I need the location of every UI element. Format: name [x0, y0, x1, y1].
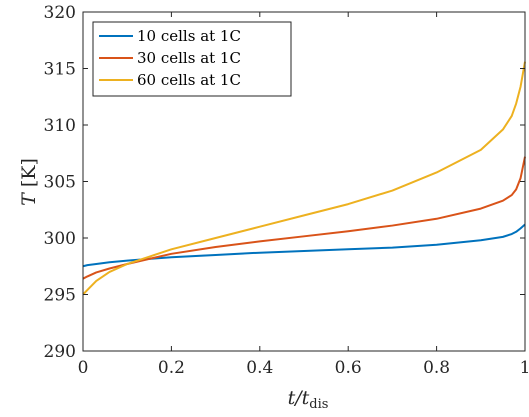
legend: 10 cells at 1C 30 cells at 1C 60 cells at … — [92, 21, 292, 97]
y-tick-label: 315 — [44, 60, 76, 80]
legend-label-0: 10 cells at 1C — [137, 27, 241, 45]
x-tick-label: 0.2 — [158, 358, 185, 378]
y-tick-label: 310 — [44, 116, 76, 136]
x-tick-label: 0 — [78, 358, 89, 378]
x-tick-label: 0.8 — [423, 358, 450, 378]
y-axis-label: T [K] — [18, 158, 40, 206]
series-layer — [82, 61, 526, 296]
series-line-0 — [82, 223, 526, 268]
series-line-2 — [82, 61, 526, 296]
x-tick-label: 0.4 — [246, 358, 273, 378]
y-tick-label: 295 — [44, 286, 76, 306]
ticks-layer: 0 0.2 0.4 0.6 0.8 1 290 295 300 305 310 315 320 — [44, 3, 529, 378]
x-tick-label: 0.6 — [335, 358, 362, 378]
legend-label-1: 30 cells at 1C — [137, 49, 241, 67]
x-tick-label: 1 — [520, 358, 529, 378]
legend-label-2: 60 cells at 1C — [137, 71, 241, 89]
y-tick-label: 290 — [44, 342, 76, 362]
y-tick-label: 300 — [44, 229, 76, 249]
y-tick-label: 305 — [44, 173, 76, 193]
series-line-1 — [82, 156, 526, 280]
y-tick-label: 320 — [44, 3, 76, 23]
x-axis-label: t/tdis — [288, 387, 329, 412]
